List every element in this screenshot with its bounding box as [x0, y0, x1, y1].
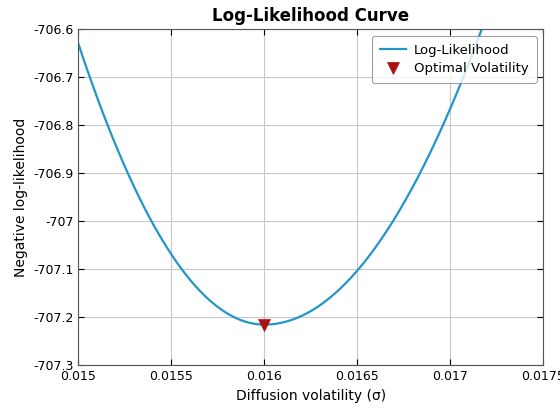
Legend: Log-Likelihood, Optimal Volatility: Log-Likelihood, Optimal Volatility — [372, 36, 536, 83]
Line: Log-Likelihood: Log-Likelihood — [78, 0, 553, 325]
Log-Likelihood — [333, 290, 339, 295]
X-axis label: Diffusion volatility (σ): Diffusion volatility (σ) — [236, 389, 386, 403]
Title: Log-Likelihood Curve: Log-Likelihood Curve — [212, 7, 409, 25]
Log-Likelihood — [465, 63, 472, 68]
Log-Likelihood — [304, 310, 311, 315]
Log-Likelihood — [75, 41, 82, 46]
Log-Likelihood — [358, 263, 365, 268]
Log-Likelihood — [262, 322, 268, 327]
Log-Likelihood — [301, 312, 308, 317]
Y-axis label: Negative log-likelihood: Negative log-likelihood — [13, 118, 27, 277]
